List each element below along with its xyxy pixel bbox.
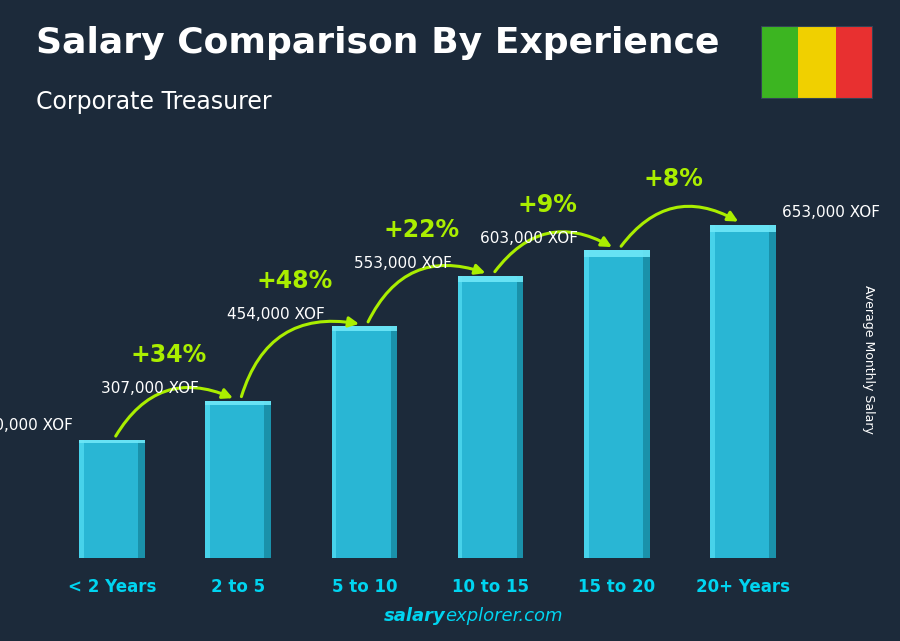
Text: 553,000 XOF: 553,000 XOF — [354, 256, 452, 271]
Text: +8%: +8% — [644, 167, 704, 191]
Text: 10 to 15: 10 to 15 — [452, 578, 529, 595]
Bar — [710, 225, 715, 558]
Bar — [517, 276, 524, 558]
Text: +34%: +34% — [130, 344, 207, 367]
Bar — [584, 251, 589, 558]
Text: salary: salary — [383, 607, 446, 625]
Text: +9%: +9% — [518, 193, 578, 217]
Text: +48%: +48% — [256, 269, 333, 292]
Text: 307,000 XOF: 307,000 XOF — [101, 381, 199, 397]
Bar — [584, 251, 650, 558]
Bar — [138, 440, 145, 558]
Bar — [79, 440, 145, 558]
Bar — [79, 440, 84, 558]
Text: 20+ Years: 20+ Years — [697, 578, 790, 595]
Text: 454,000 XOF: 454,000 XOF — [228, 306, 325, 322]
Text: Corporate Treasurer: Corporate Treasurer — [36, 90, 272, 113]
Text: < 2 Years: < 2 Years — [68, 578, 156, 595]
Bar — [458, 276, 524, 282]
Text: 15 to 20: 15 to 20 — [579, 578, 655, 595]
Text: explorer.com: explorer.com — [446, 607, 563, 625]
Bar — [710, 225, 776, 558]
Bar — [835, 26, 873, 99]
Text: 2 to 5: 2 to 5 — [211, 578, 266, 595]
Bar — [710, 225, 776, 232]
Bar — [331, 326, 336, 558]
Bar — [79, 440, 145, 443]
Bar — [584, 251, 650, 257]
Bar — [760, 26, 798, 99]
Text: +22%: +22% — [383, 218, 459, 242]
Bar — [391, 326, 397, 558]
Bar — [265, 401, 271, 558]
Bar — [205, 401, 271, 404]
Bar — [205, 401, 210, 558]
Bar — [770, 225, 776, 558]
Bar — [798, 26, 835, 99]
Bar — [331, 326, 397, 331]
Bar — [644, 251, 650, 558]
Text: 603,000 XOF: 603,000 XOF — [480, 231, 578, 246]
Bar — [458, 276, 524, 558]
Bar — [331, 326, 397, 558]
Text: 230,000 XOF: 230,000 XOF — [0, 419, 73, 433]
Bar — [205, 401, 271, 558]
Text: 653,000 XOF: 653,000 XOF — [782, 205, 880, 221]
Text: Salary Comparison By Experience: Salary Comparison By Experience — [36, 26, 719, 60]
Text: 5 to 10: 5 to 10 — [331, 578, 397, 595]
Text: Average Monthly Salary: Average Monthly Salary — [862, 285, 875, 433]
Bar — [458, 276, 463, 558]
